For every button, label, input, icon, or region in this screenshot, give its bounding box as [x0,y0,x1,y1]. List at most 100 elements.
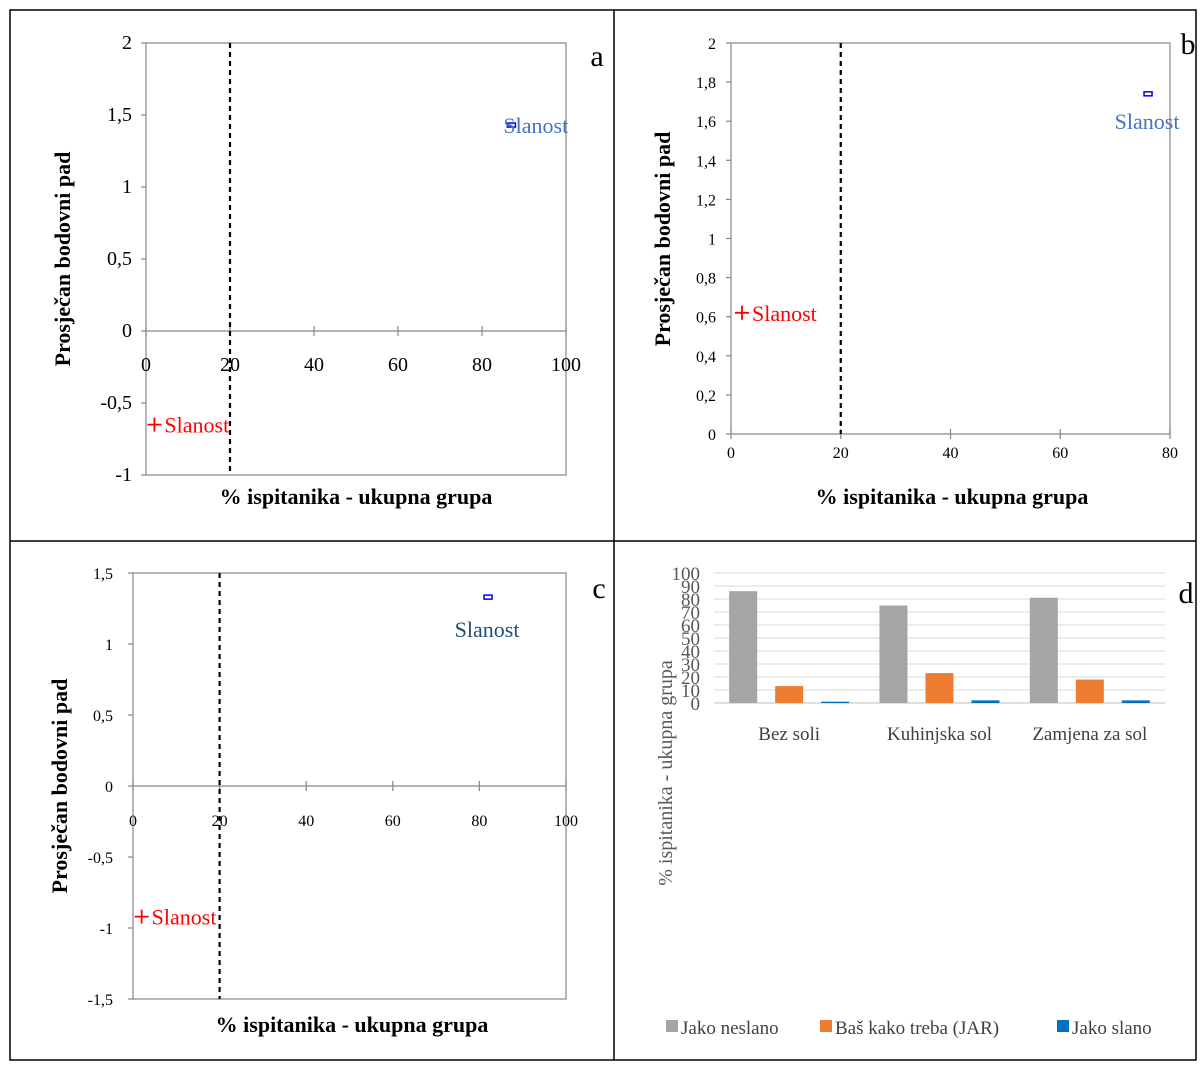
data-points: Slanost Slanost [147,43,568,475]
plus-marker [734,305,749,320]
y-axis-title: Prosječan bodovni pad [650,132,675,347]
x-tick-label: 80 [472,354,492,376]
y-tick-label: 2 [708,36,716,53]
panel-letter: a [590,40,603,73]
x-tick-label: 0 [129,813,137,830]
x-tick-label: 20 [212,813,228,830]
y-axis-title: Prosječan bodovni pad [50,152,75,367]
y-tick-label: -0,5 [88,850,113,867]
y-tick-label: 50 [681,629,700,650]
point-label: Slanost [1115,109,1180,134]
y-axis-ticks: 2 1,5 1 0,5 0 -0,5 -1 [100,32,146,486]
legend-label: Jako neslano [681,1018,779,1039]
plus-marker [147,417,162,432]
legend-swatch [820,1020,832,1032]
legend-swatch [666,1020,678,1032]
panel-a: 0 20 40 60 80 100 21,510,50-0,5-1 SlanostSlan… [50,32,604,509]
square-marker [483,594,493,600]
plus-marker [134,909,149,924]
x-axis-ticks: 0 20 40 60 80 [727,429,1178,462]
x-tick-label: 20 [220,354,240,376]
point-label: Slanost [455,617,520,642]
y-axis-ticks: 1,5 1 0,5 0 -0,5 -1 -1,5 [88,566,133,1009]
y-axis-title: % ispitanika - ukupna grupa [655,660,677,886]
y-tick-label: -0,5 [100,392,132,414]
y-tick-label: 0,6 [696,310,716,327]
point-label: Slanost [164,413,229,438]
y-tick-label: 0 [122,320,132,342]
y-tick-label: 2 [122,32,132,54]
y-tick-label: 1,6 [696,114,716,131]
y-tick-label: 1 [105,637,113,654]
bar [879,605,908,703]
x-tick-label: 60 [385,813,401,830]
y-tick-label: 0 [691,694,701,715]
bar [821,701,850,703]
y-tick-label: 1,8 [696,75,716,92]
y-tick-label: 1,4 [696,153,716,170]
x-axis-title: % ispitanika - ukupna grupa [816,484,1089,509]
x-tick-label: 100 [554,813,578,830]
y-tick-label: 40 [681,642,700,663]
legend-label: Baš kako treba (JAR) [835,1018,999,1039]
y-tick-label: 1 [122,176,132,198]
x-tick-label: 60 [388,354,408,376]
category-label: Bez soli [758,724,820,745]
square-marker [1143,91,1153,97]
square-marker [506,122,517,128]
bar [1121,700,1150,703]
y-tick-label: 0 [105,779,113,796]
plot-frame [145,42,567,476]
y-tick-label: 0,5 [93,708,113,725]
category-label: Zamjena za sol [1032,724,1147,745]
outer-border [9,9,1197,1061]
panel-letter: d [1179,577,1194,610]
x-tick-label: 40 [298,813,314,830]
y-tick-label: 30 [681,655,700,676]
x-axis-ticks: 0 20 40 60 80 100 [129,781,578,830]
plot-area [730,42,1171,435]
y-axis-title: Prosječan bodovni pad [47,679,72,894]
y-tick-label: 60 [681,616,700,637]
x-tick-label: 0 [141,354,151,376]
y-tick-label: 1,5 [107,104,132,126]
point-label: Slanost [152,905,217,930]
bar [1029,597,1058,703]
x-tick-label: 0 [727,445,735,462]
x-tick-label: 60 [1052,445,1068,462]
x-tick-label: 40 [304,354,324,376]
plot-area [145,42,567,476]
x-tick-label: 80 [1162,445,1178,462]
plot-frame [730,42,1171,435]
legend: Jako neslano Baš kako treba (JAR) Jako sla… [666,1018,1152,1039]
x-tick-label: 40 [943,445,959,462]
x-tick-label: 100 [551,354,581,376]
data-points: Slanost Slanost [734,43,1180,434]
point-label: Slanost [752,301,817,326]
y-tick-label: 80 [681,590,700,611]
y-tick-label: 0,4 [696,349,716,366]
category-label: Kuhinjska sol [887,724,992,745]
panel-c: 0 20 40 60 80 100 1,510,50-0,5-1-1,5 SlanostS… [47,566,606,1037]
panel-b: 0 20 40 60 80 2 1,8 1,6 1,4 1,2 1 0,8 0,6 0,4 0,2 0 Sl… [650,28,1196,509]
y-tick-label: 0,2 [696,388,716,405]
y-tick-label: -1,5 [88,992,113,1009]
y-tick-label: -1 [100,921,113,938]
y-tick-label: 70 [681,603,700,624]
y-tick-label: 1,5 [93,566,113,583]
x-axis-categories: Bez soli Kuhinjska sol Zamjena za sol [758,724,1147,745]
bar [775,686,804,703]
y-tick-label: 0 [708,427,716,444]
panel-letter: b [1181,28,1196,61]
x-axis-title: % ispitanika - ukupna grupa [216,1012,489,1037]
y-tick-label: 90 [681,577,700,598]
panel-letter: c [592,572,605,605]
y-tick-label: 10 [681,681,700,702]
bar [925,673,954,703]
legend-label: Jako slano [1072,1018,1152,1039]
bar [1075,679,1104,703]
y-tick-label: 1 [708,232,716,249]
y-tick-label: 100 [672,564,701,585]
